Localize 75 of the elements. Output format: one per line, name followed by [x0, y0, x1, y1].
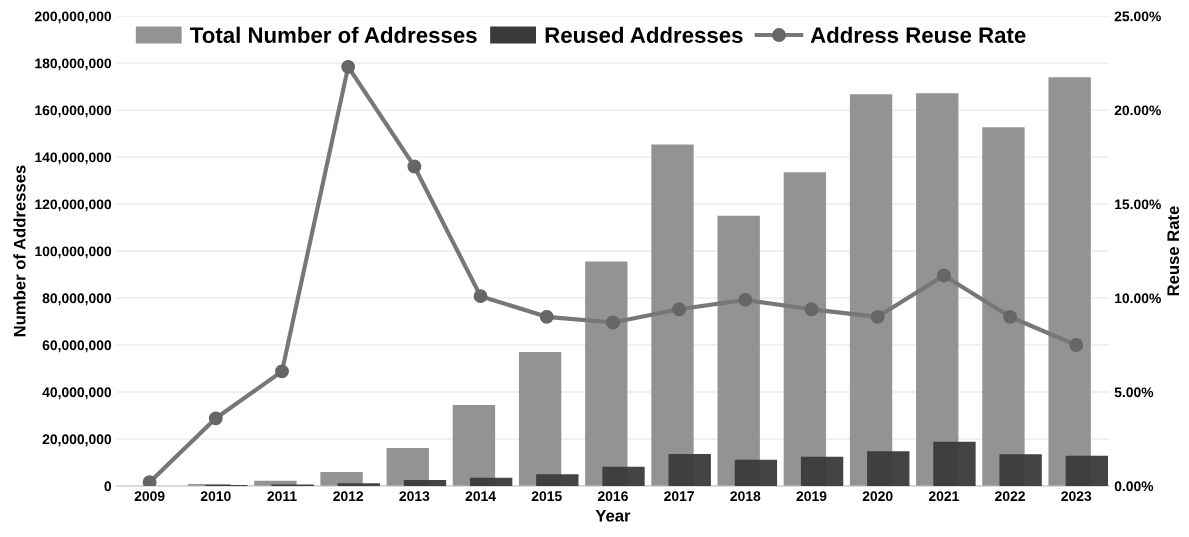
bar	[1065, 455, 1109, 486]
y2-tick-label: 20.00%	[1114, 105, 1161, 116]
x-tick-label: 2010	[200, 491, 231, 502]
x-axis-title: Year	[595, 509, 631, 522]
x-tick-label: 2022	[995, 491, 1025, 502]
bar	[602, 466, 645, 486]
point	[341, 59, 356, 74]
x-tick-label: 2011	[267, 491, 297, 502]
x-tick-label: 2014	[465, 491, 496, 502]
bar	[1048, 77, 1091, 486]
legend-label: Reused Addresses	[545, 26, 743, 44]
bar	[800, 456, 844, 486]
point	[804, 302, 819, 317]
bar	[916, 93, 959, 486]
point	[672, 302, 687, 317]
y-tick-label: 20,000,000	[42, 434, 112, 447]
bar	[452, 404, 496, 486]
point	[738, 292, 753, 307]
point	[142, 475, 157, 486]
y-tick-label: 0	[104, 481, 112, 492]
x-tick-label: 2020	[862, 491, 893, 502]
point	[1069, 338, 1084, 352]
bar	[403, 479, 447, 486]
point	[539, 309, 554, 324]
legend-label: Total Number of Addresses	[190, 26, 477, 44]
y2-tick-label: 5.00%	[1114, 387, 1154, 398]
bar	[668, 454, 711, 486]
x-tick-label: 2013	[399, 491, 430, 502]
x-tick-label: 2009	[134, 491, 165, 502]
bar	[734, 459, 778, 486]
y-tick-label: 160,000,000	[35, 105, 112, 118]
y2-tick-label: 0.00%	[1114, 481, 1154, 492]
y-axis-title: Number of Addresses	[13, 165, 26, 337]
bar	[717, 215, 760, 486]
bar	[518, 352, 562, 486]
bar	[585, 261, 628, 486]
legend-label: Address Reuse Rate	[810, 26, 1026, 44]
bar	[536, 474, 579, 486]
point	[473, 289, 488, 304]
y-tick-label: 60,000,000	[42, 340, 112, 353]
x-tick-label: 2018	[730, 491, 761, 502]
bar	[651, 144, 694, 486]
y-tick-label: 180,000,000	[35, 58, 112, 71]
bar	[933, 441, 976, 486]
x-tick-label: 2021	[928, 491, 959, 502]
bar	[469, 477, 513, 486]
y2-tick-label: 15.00%	[1115, 199, 1161, 210]
bar	[867, 451, 910, 486]
point	[407, 159, 422, 174]
x-tick-label: 2017	[664, 491, 694, 502]
y-tick-label: 140,000,000	[35, 152, 112, 165]
bar	[999, 454, 1042, 486]
y-tick-label: 40,000,000	[42, 387, 112, 400]
point	[605, 315, 620, 330]
y-tick-label: 100,000,000	[35, 246, 112, 259]
point	[1003, 309, 1018, 324]
point	[208, 411, 223, 426]
y-tick-label: 80,000,000	[42, 293, 112, 306]
x-tick-label: 2019	[796, 491, 827, 502]
bar	[982, 127, 1025, 486]
y-tick-label: 120,000,000	[35, 199, 112, 212]
bar	[849, 94, 893, 486]
x-tick-label: 2016	[597, 491, 628, 502]
bar	[337, 483, 380, 486]
x-tick-label: 2012	[333, 491, 364, 502]
point	[936, 268, 951, 283]
point	[275, 364, 289, 379]
y2-tick-label: 25.00%	[1114, 11, 1161, 22]
point	[870, 309, 885, 324]
y2-axis-title: Reuse Rate	[1167, 206, 1180, 296]
bar	[783, 172, 827, 486]
y2-tick-label: 10.00%	[1115, 293, 1161, 304]
y-tick-label: 200,000,000	[34, 11, 112, 24]
x-tick-label: 2023	[1061, 491, 1092, 502]
x-tick-label: 2015	[531, 491, 562, 502]
